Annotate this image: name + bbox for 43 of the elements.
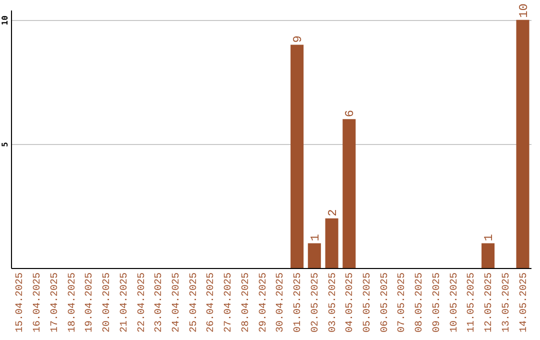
data-label: 10 [516, 4, 531, 18]
x-tick-label: 08.05.2025 [414, 272, 426, 333]
y-tick-label: 5 [0, 142, 10, 147]
x-tick-label: 11.05.2025 [466, 272, 478, 333]
x-tick-label: 12.05.2025 [484, 272, 496, 333]
x-tick-label: 24.04.2025 [172, 272, 183, 333]
x-tick-label: 10.05.2025 [449, 272, 460, 333]
bar [290, 44, 304, 268]
bar [325, 218, 338, 268]
data-label: 2 [326, 209, 340, 216]
x-tick-label: 01.05.2025 [293, 272, 304, 333]
x-tick-label: 05.05.2025 [362, 272, 374, 333]
x-tick-label: 02.05.2025 [310, 272, 322, 333]
x-tick-label: 22.04.2025 [136, 272, 148, 333]
x-tick-label: 21.04.2025 [119, 272, 130, 333]
bar [516, 20, 530, 268]
x-tick-label: 06.05.2025 [380, 272, 391, 333]
x-tick-label: 09.05.2025 [432, 272, 443, 333]
x-tick-label: 19.04.2025 [84, 272, 96, 333]
x-tick-label: 04.05.2025 [345, 272, 356, 333]
bar [308, 243, 321, 268]
bar [342, 119, 356, 268]
data-label: 9 [291, 36, 306, 43]
x-tick-label: 15.04.2025 [15, 272, 26, 333]
x-tick-label: 28.04.2025 [240, 272, 252, 333]
x-tick-label: 13.05.2025 [501, 272, 512, 333]
x-tick-label: 17.04.2025 [50, 272, 61, 333]
x-tick-label: 27.04.2025 [224, 272, 235, 333]
data-label: 6 [343, 110, 358, 118]
x-tick-label: 03.05.2025 [328, 272, 339, 333]
x-tick-label: 30.04.2025 [276, 272, 287, 333]
x-tick-label: 29.04.2025 [258, 272, 270, 333]
x-tick-label: 18.04.2025 [67, 272, 78, 333]
x-tick-label: 20.04.2025 [102, 272, 114, 333]
x-tick-label: 07.05.2025 [397, 272, 408, 333]
bar [482, 243, 495, 268]
x-tick-label: 16.04.2025 [32, 272, 44, 333]
data-label: 1 [308, 234, 322, 242]
x-tick-label: 26.04.2025 [206, 272, 218, 333]
data-label: 1 [482, 234, 496, 242]
x-tick-label: 14.05.2025 [518, 272, 530, 333]
x-tick-label: 23.04.2025 [154, 272, 166, 333]
x-tick-label: 25.04.2025 [188, 272, 200, 333]
